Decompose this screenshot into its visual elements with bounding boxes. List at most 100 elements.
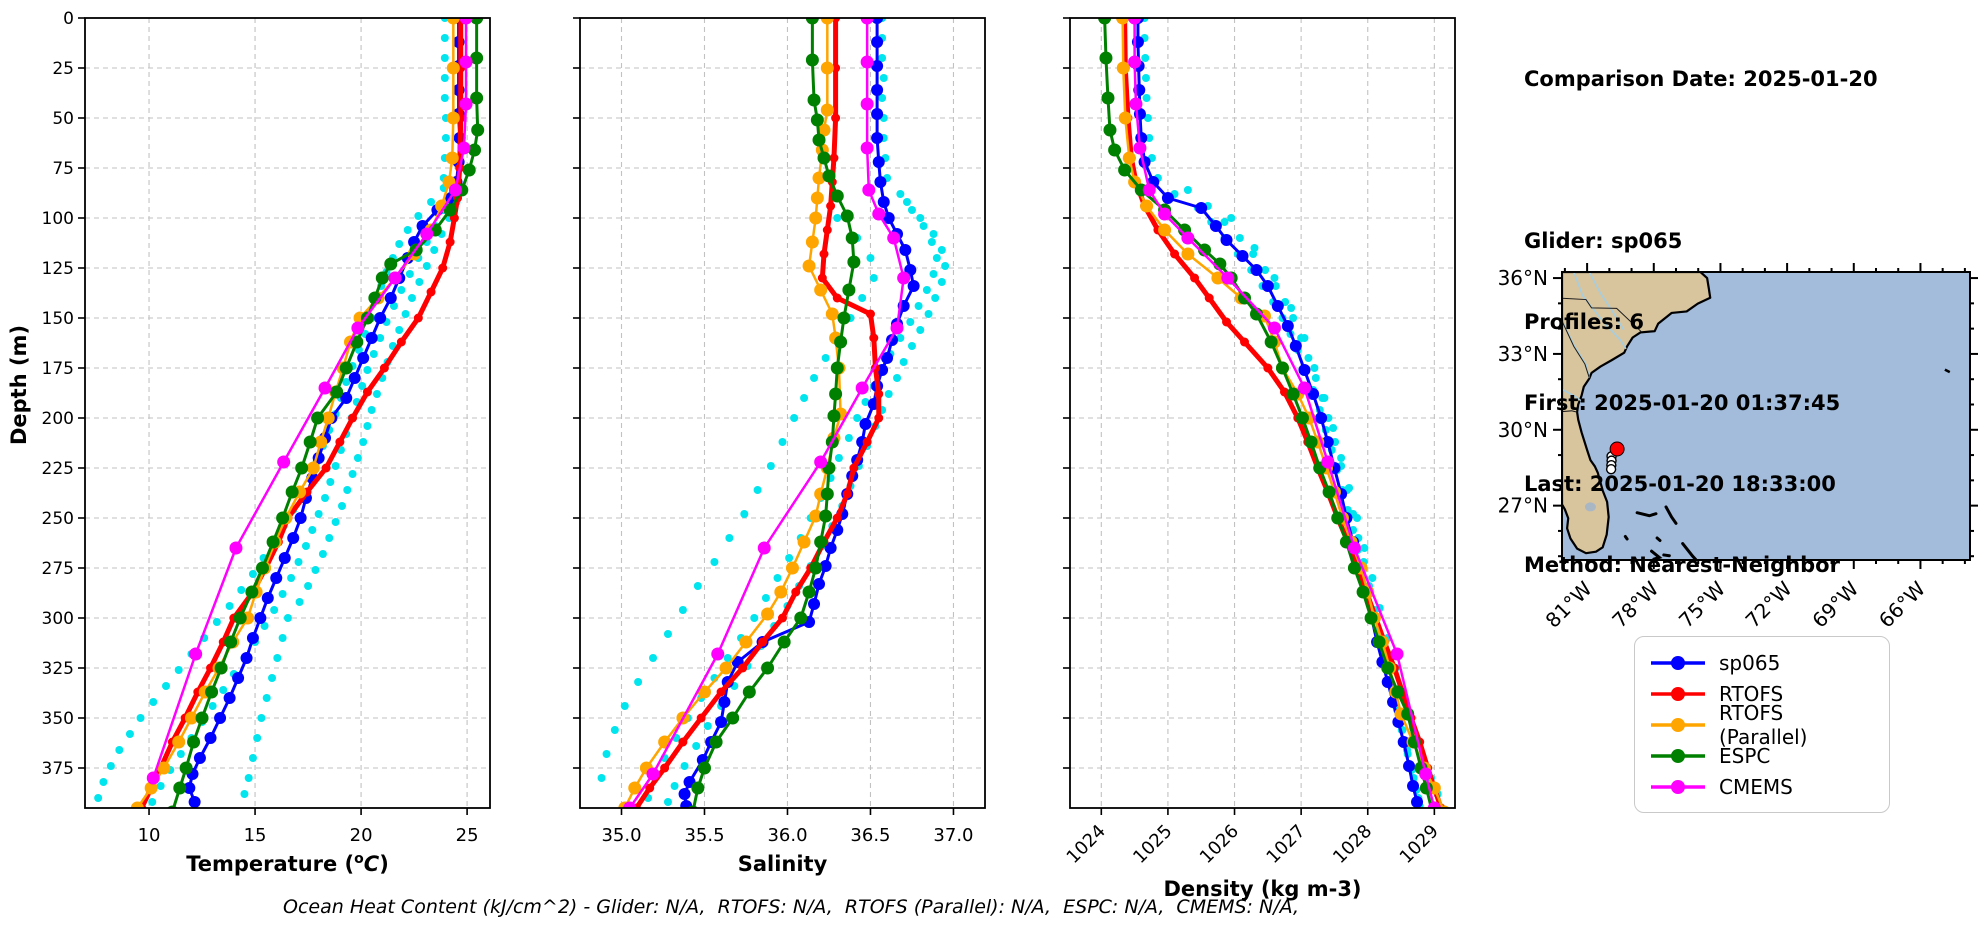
temperature-ticks: 10 15 20 2502550751001251501752002252502753… xyxy=(42,9,479,846)
temperature-axis-label: Temperature (oC) xyxy=(186,851,389,876)
legend-label-sp065: sp065 xyxy=(1719,650,1781,675)
map-river xyxy=(1573,272,1627,350)
map-river xyxy=(1562,388,1584,403)
density-series-espc xyxy=(1098,18,1438,808)
temperature-series-rtofs_parallel xyxy=(130,18,460,808)
density-panel: 1024 1025 1026 1027 1028 1029 Density (kg m-3) xyxy=(1063,17,1456,901)
salinity-series-rtofs_parallel xyxy=(618,18,848,808)
temperature-panel: 10 15 20 2502550751001251501752002252502753… xyxy=(42,9,491,876)
map-river xyxy=(1588,272,1625,331)
map-island xyxy=(1635,511,1658,518)
glider-position-marker xyxy=(1609,441,1625,457)
salinity-xtick-label: 35.0 xyxy=(601,825,641,846)
legend-item-rtofs_parallel: RTOFS (Parallel) xyxy=(1649,701,1875,749)
temperature-axes-frame xyxy=(84,17,491,809)
legend-item-espc: ESPC xyxy=(1649,740,1875,771)
map-lat-label: 33°N xyxy=(1498,342,1548,366)
ohc-summary: Ocean Heat Content (kJ/cm^2) - Glider: N… xyxy=(283,896,1299,918)
map-island xyxy=(1623,534,1629,541)
temperature-xtick-label: 15 xyxy=(244,825,267,846)
salinity-xtick-label: 35.5 xyxy=(684,825,724,846)
density-axis-label: Density (kg m-3) xyxy=(1163,877,1361,901)
salinity-data-layer xyxy=(597,18,950,808)
map-lat-label: 36°N xyxy=(1498,266,1548,290)
temperature-xtick-label: 25 xyxy=(456,825,479,846)
map-frame xyxy=(1561,271,1971,561)
depth-tick-label: 225 xyxy=(42,459,74,479)
density-series-sp065 xyxy=(1131,18,1424,808)
salinity-axis-label: Salinity xyxy=(738,852,828,876)
depth-tick-label: 100 xyxy=(42,209,74,229)
depth-tick-label: 325 xyxy=(42,659,74,679)
density-xtick-label: 1024 xyxy=(1063,821,1110,868)
salinity-ticks: 35.0 35.5 36.0 36.5 37.0 xyxy=(573,17,974,846)
depth-tick-label: 150 xyxy=(42,309,74,329)
salinity-series-rtofs xyxy=(631,18,884,808)
legend-label-rtofs_parallel: RTOFS (Parallel) xyxy=(1719,700,1808,749)
map-island xyxy=(1655,536,1662,543)
legend-item-cmems: CMEMS xyxy=(1649,771,1875,802)
legend-marker-rtofs xyxy=(1651,686,1705,701)
salinity-xtick-label: 37.0 xyxy=(933,825,973,846)
map-land-coastline xyxy=(1562,272,1712,555)
comparison-date-text: Comparison Date: 2025-01-20 xyxy=(1524,67,1878,91)
density-xtick-label: 1026 xyxy=(1196,821,1243,868)
depth-tick-label: 175 xyxy=(42,359,74,379)
legend-marker-espc xyxy=(1651,748,1705,763)
depth-tick-label: 200 xyxy=(42,409,74,429)
temperature-data-layer xyxy=(94,18,485,808)
density-series-cmems xyxy=(1128,18,1441,808)
legend-label-espc: ESPC xyxy=(1719,743,1771,768)
depth-tick-label: 375 xyxy=(42,759,74,779)
metadata-panel: Comparison Date: 2025-01-20 Glider: sp06… xyxy=(1524,12,1878,633)
legend-marker-sp065 xyxy=(1651,655,1705,670)
salinity-xtick-label: 36.5 xyxy=(850,825,890,846)
map-island-bermuda xyxy=(1944,368,1951,374)
density-axes-frame xyxy=(1069,17,1456,809)
profile-charts: 10 15 20 2502550751001251501752002252502753… xyxy=(7,9,1456,901)
legend-item-sp065: sp065 xyxy=(1649,647,1875,678)
density-data-layer xyxy=(1098,18,1450,808)
map-lake-okeechobee xyxy=(1584,502,1596,512)
location-map: 81°W 78°W 75°W 72°W 69°W 66°W27°N30°N33°N36°N xyxy=(1498,263,1978,633)
method-text: Method: Nearest-Neighbor xyxy=(1524,553,1840,577)
legend-marker-cmems xyxy=(1651,779,1705,794)
legend-item-rtofs: RTOFS xyxy=(1649,678,1875,709)
density-xtick-label: 1029 xyxy=(1396,821,1443,868)
temperature-grid xyxy=(85,17,490,808)
map-lat-label: 30°N xyxy=(1498,418,1548,442)
salinity-xtick-label: 36.0 xyxy=(767,825,807,846)
map-features xyxy=(1562,272,1951,560)
map-state-border xyxy=(1562,297,1642,333)
map-lon-label: 66°W xyxy=(1874,576,1930,632)
depth-tick-label: 250 xyxy=(42,509,74,529)
depth-tick-label: 50 xyxy=(52,109,74,129)
map-state-border xyxy=(1562,320,1590,379)
first-profile-time-text: First: 2025-01-20 01:37:45 xyxy=(1524,391,1841,415)
legend-label-cmems: CMEMS xyxy=(1719,774,1793,799)
depth-tick-label: 0 xyxy=(63,9,74,29)
salinity-glider-observation-dots xyxy=(597,18,950,806)
map-state-border xyxy=(1562,410,1578,413)
density-xtick-label: 1028 xyxy=(1329,821,1376,868)
temperature-series-rtofs xyxy=(137,18,466,808)
density-xtick-label: 1025 xyxy=(1129,821,1176,868)
map-island xyxy=(1664,505,1678,525)
depth-axis-label: Depth (m) xyxy=(7,325,31,445)
last-profile-time-text: Last: 2025-01-20 18:33:00 xyxy=(1524,472,1836,496)
salinity-axes-frame xyxy=(579,17,986,809)
depth-tick-label: 275 xyxy=(42,559,74,579)
density-ticks: 1024 1025 1026 1027 1028 1029 xyxy=(1063,17,1443,868)
metadata-spacer xyxy=(1524,147,1878,174)
depth-tick-label: 25 xyxy=(52,59,74,79)
temperature-series-espc xyxy=(167,18,485,808)
glider-name-text: Glider: sp065 xyxy=(1524,229,1683,253)
map-island xyxy=(1650,549,1663,560)
legend-label-rtofs: RTOFS xyxy=(1719,681,1784,706)
glider-track-point xyxy=(1605,464,1617,475)
depth-tick-label: 75 xyxy=(52,159,74,179)
depth-tick-label: 350 xyxy=(42,709,74,729)
legend-marker-rtofs_parallel xyxy=(1651,717,1705,732)
map-lat-label: 27°N xyxy=(1498,494,1548,518)
